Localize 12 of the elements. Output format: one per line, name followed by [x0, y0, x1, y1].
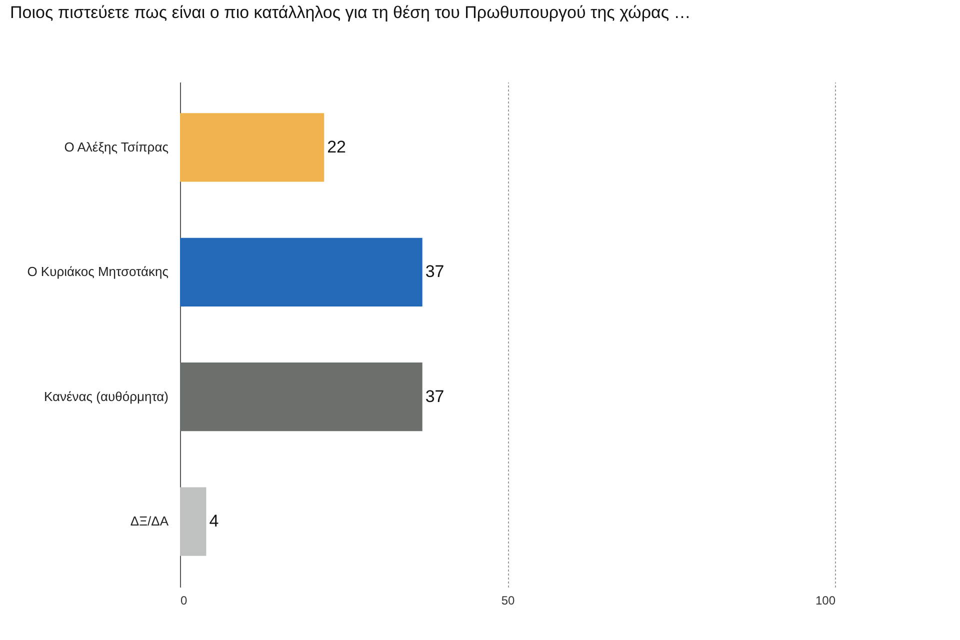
data-label: 4	[209, 512, 219, 531]
y-tick-label: Κανένας (αυθόρμητα)	[44, 388, 168, 404]
y-tick-label: Ο Αλέξης Τσίπρας	[64, 139, 168, 154]
y-tick-label: Ο Κυριάκος Μητσοτάκης	[27, 264, 168, 280]
y-tick-label: ΔΞ/ΔΑ	[130, 514, 169, 529]
chart-title: Ποιος πιστεύετε πως είναι ο πιο κατάλληλος για τη θέση του Πρωθυπουργού της χώρας …	[10, 3, 691, 22]
x-tick-label: 100	[815, 594, 836, 608]
data-label: 37	[425, 386, 444, 406]
x-tick-label: 0	[180, 594, 188, 608]
data-label: 37	[425, 262, 444, 282]
data-label: 22	[327, 137, 346, 156]
x-tick-label: 50	[501, 594, 515, 608]
